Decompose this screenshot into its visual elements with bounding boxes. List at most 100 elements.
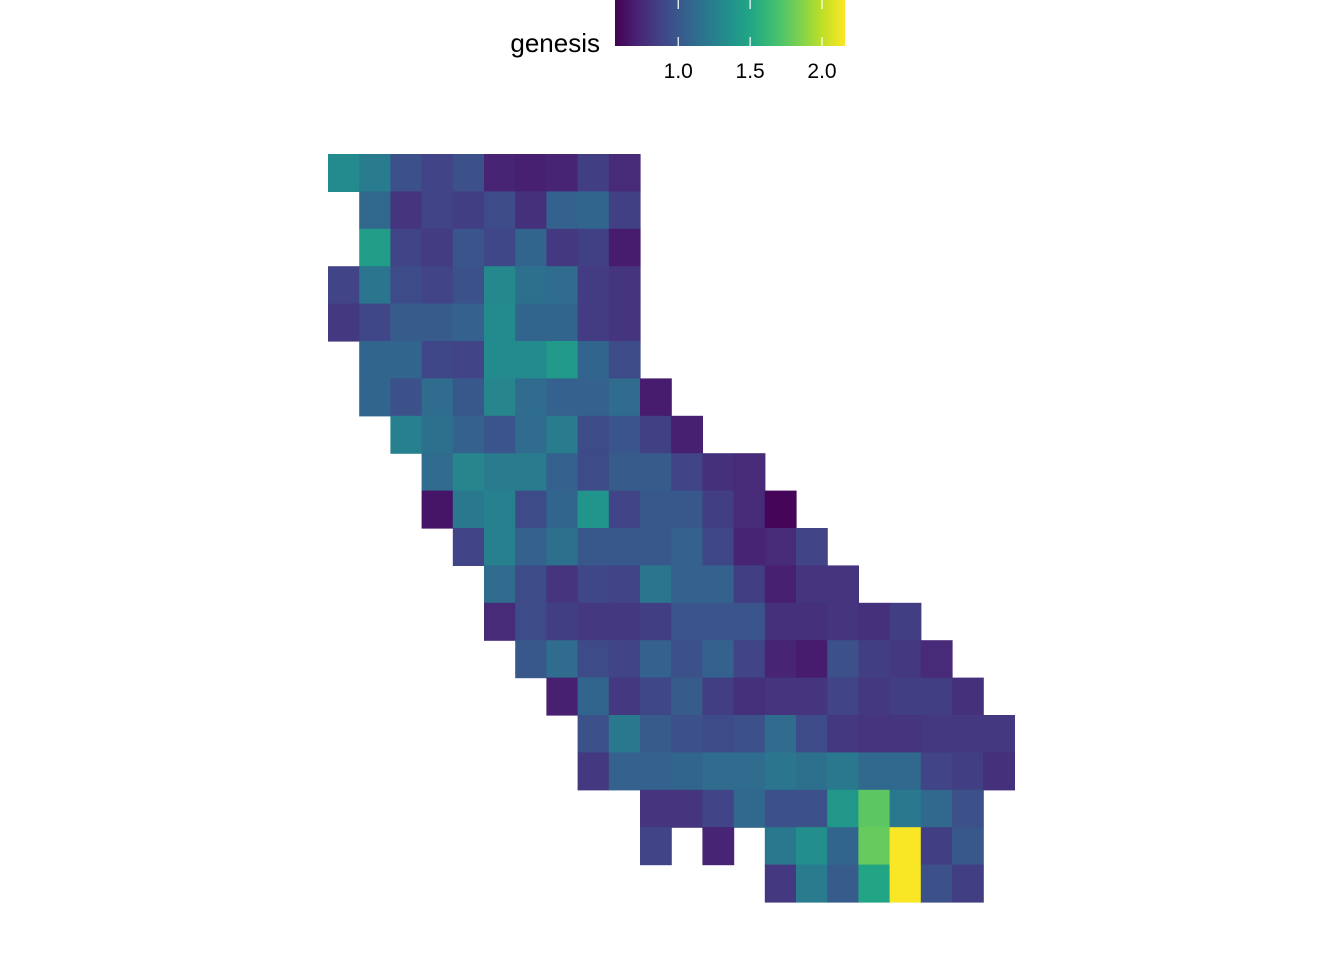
heatmap-cell [671, 565, 703, 604]
heatmap-cell [515, 602, 547, 641]
heatmap-cell [421, 303, 454, 342]
heatmap-cell [421, 415, 454, 454]
heatmap-cell [733, 715, 766, 753]
heatmap-cell [577, 303, 610, 342]
heatmap-cell [889, 827, 922, 866]
legend-ticks: 1.0 1.5 2.0 [664, 0, 837, 83]
heatmap-cell [671, 602, 703, 641]
heatmap-cell [421, 154, 454, 192]
heatmap-cell [920, 715, 953, 753]
heatmap-cell [702, 715, 735, 753]
heatmap-cell [452, 415, 485, 454]
heatmap-cell [764, 490, 797, 529]
heatmap-cell [577, 715, 610, 753]
heatmap-cell [515, 453, 547, 492]
heatmap-cell [640, 490, 672, 529]
heatmap-cell [515, 303, 547, 342]
heatmap-cell [484, 154, 516, 192]
heatmap-cell [515, 640, 547, 679]
heatmap-cell [920, 864, 953, 903]
heatmap-cell [546, 228, 579, 267]
heatmap-cell [733, 789, 766, 828]
heatmap-cells [328, 154, 1015, 903]
heatmap-cell [920, 827, 953, 866]
heatmap-cell [546, 341, 579, 379]
heatmap-cell [546, 303, 579, 342]
heatmap-cell [827, 715, 859, 753]
heatmap-cell [827, 640, 859, 679]
heatmap-cell [640, 715, 672, 753]
heatmap-cell [764, 565, 797, 604]
heatmap-cell [577, 191, 610, 230]
heatmap-cell [452, 266, 485, 305]
heatmap-cell [827, 827, 859, 866]
heatmap-cell [577, 640, 610, 679]
heatmap-cell [671, 715, 703, 753]
heatmap-cell [421, 341, 454, 379]
heatmap-cell [452, 490, 485, 529]
heatmap-cell [452, 191, 485, 230]
legend-tick-label: 2.0 [807, 60, 836, 83]
heatmap-cell [421, 228, 454, 267]
heatmap-cell [484, 602, 516, 641]
heatmap-cell [484, 341, 516, 379]
heatmap-cell [390, 228, 423, 267]
heatmap-cell [858, 827, 891, 866]
heatmap-cell [608, 154, 641, 192]
heatmap-cell [952, 789, 984, 828]
heatmap-cell [827, 565, 859, 604]
heatmap-cell [390, 378, 423, 417]
heatmap-cell [577, 154, 610, 192]
heatmap-cell [640, 528, 672, 566]
heatmap-cell [796, 528, 828, 566]
heatmap-cell [452, 453, 485, 492]
heatmap-cell [733, 453, 766, 492]
heatmap-cell [889, 752, 922, 791]
heatmap-cell [390, 191, 423, 230]
heatmap-cell [577, 378, 610, 417]
heatmap-cell [764, 715, 797, 753]
heatmap-cell [702, 827, 735, 866]
heatmap-cell [702, 789, 735, 828]
heatmap-cell [608, 565, 641, 604]
heatmap-cell [796, 715, 828, 753]
heatmap-cell [796, 565, 828, 604]
heatmap-cell [827, 677, 859, 716]
heatmap-cell [608, 228, 641, 267]
heatmap-cell [983, 715, 1015, 753]
heatmap-cell [671, 528, 703, 566]
heatmap-cell [640, 827, 672, 866]
heatmap-cell [484, 378, 516, 417]
heatmap-cell [421, 378, 454, 417]
legend-tick-label: 1.5 [736, 60, 765, 83]
heatmap-cell [733, 528, 766, 566]
heatmap-cell [920, 677, 953, 716]
heatmap-cell [671, 490, 703, 529]
heatmap-cell [484, 303, 516, 342]
heatmap-cell [546, 490, 579, 529]
heatmap-cell [889, 864, 922, 903]
heatmap-cell [764, 827, 797, 866]
heatmap-cell [515, 415, 547, 454]
heatmap-cell [640, 453, 672, 492]
heatmap-cell [640, 640, 672, 679]
heatmap-cell [608, 191, 641, 230]
heatmap-cell [608, 752, 641, 791]
heatmap-cell [546, 602, 579, 641]
heatmap-cell [858, 677, 891, 716]
heatmap-cell [577, 752, 610, 791]
heatmap-cell [671, 453, 703, 492]
heatmap-cell [702, 490, 735, 529]
heatmap-cell [577, 490, 610, 529]
heatmap-cell [515, 341, 547, 379]
heatmap-cell [546, 640, 579, 679]
heatmap-cell [796, 602, 828, 641]
heatmap-cell [608, 303, 641, 342]
heatmap-cell [796, 864, 828, 903]
heatmap-cell [640, 415, 672, 454]
heatmap-cell [764, 528, 797, 566]
heatmap-cell [359, 266, 391, 305]
heatmap-cell [608, 490, 641, 529]
heatmap-cell [608, 341, 641, 379]
heatmap-cell [359, 378, 391, 417]
